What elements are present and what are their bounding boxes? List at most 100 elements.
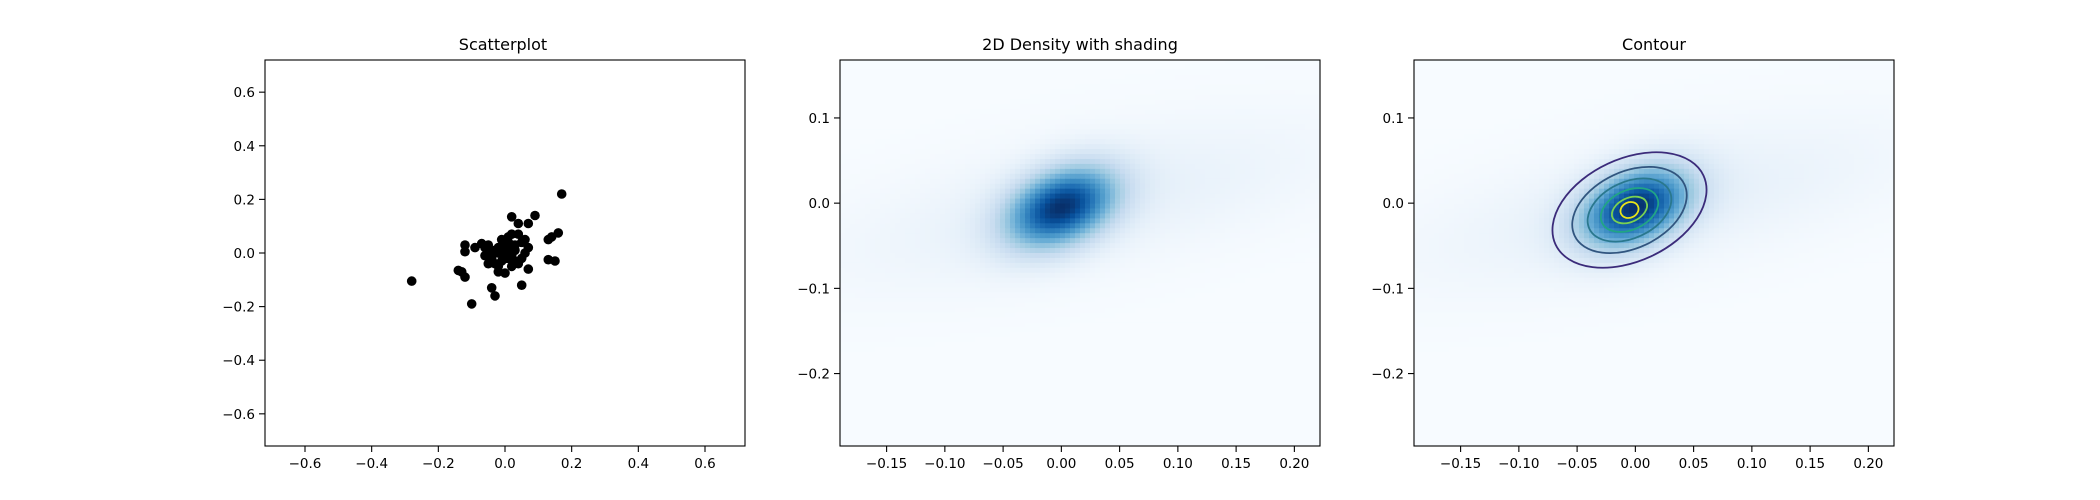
scatter-point <box>503 253 514 264</box>
density-cell <box>915 109 921 116</box>
density-cell <box>1235 158 1241 165</box>
scatter-ytick-label: −0.4 <box>222 353 255 369</box>
density-cell <box>1220 253 1226 259</box>
density-cell <box>935 223 941 229</box>
density-cell <box>1145 154 1151 160</box>
density-cell <box>1295 144 1301 150</box>
density-cell <box>1265 287 1271 294</box>
density-cell <box>855 223 861 229</box>
density-cell <box>1145 218 1151 224</box>
density-cell <box>1085 109 1091 116</box>
density-cell <box>1125 104 1131 111</box>
density-cell <box>1105 158 1111 165</box>
density-cell <box>1155 178 1161 185</box>
density-cell <box>1190 129 1196 135</box>
density-cell <box>1110 168 1116 175</box>
density-cell <box>1250 203 1256 210</box>
density-cell <box>1170 272 1176 279</box>
density-cell <box>1215 69 1221 76</box>
density-cell <box>1150 203 1156 210</box>
density-cell <box>980 277 986 284</box>
density-cell <box>900 292 906 299</box>
density-cell <box>965 74 971 81</box>
density-cell <box>890 262 896 269</box>
density-cell <box>1070 144 1076 150</box>
density-cell <box>1180 89 1186 96</box>
density-cell <box>1285 124 1291 130</box>
density-cell <box>1185 193 1191 200</box>
density-cell <box>1000 79 1006 86</box>
density-cell <box>1160 257 1166 264</box>
density-cell <box>840 178 846 185</box>
density-cell <box>1225 287 1231 294</box>
density-cell <box>1225 233 1231 239</box>
density-cell <box>1255 149 1261 155</box>
density-cell <box>1230 119 1236 125</box>
density-cell <box>850 208 856 215</box>
density-cell <box>1225 193 1231 200</box>
density-cell <box>955 104 961 111</box>
density-cell <box>1050 203 1056 210</box>
scatter-point <box>550 256 560 266</box>
density-cell <box>845 193 851 200</box>
density-cell <box>1025 64 1031 71</box>
density-cell <box>1110 302 1116 309</box>
density-cell <box>890 188 896 195</box>
density-cell <box>890 173 896 180</box>
density-cell <box>965 124 971 130</box>
density-cell <box>880 124 886 130</box>
density-cell <box>1020 198 1026 205</box>
density-cell <box>860 312 866 318</box>
density-cell <box>1210 158 1216 165</box>
scatter-xtick-label: 0.2 <box>561 456 582 472</box>
density-cell <box>1245 158 1251 165</box>
density-cell <box>1140 69 1146 76</box>
density-cell <box>945 129 951 135</box>
density-cell <box>1280 158 1286 165</box>
density-cell <box>940 188 946 195</box>
density-cell <box>1050 262 1056 269</box>
density-cell <box>965 144 971 150</box>
density-cell <box>880 84 886 91</box>
density-cell <box>1090 99 1096 106</box>
density-cell <box>860 238 866 244</box>
density-cell <box>875 129 881 135</box>
density-cell <box>965 94 971 101</box>
density-cell <box>1055 193 1061 200</box>
density-cell <box>1015 69 1021 76</box>
density-cell <box>865 178 871 185</box>
density-cell <box>880 188 886 195</box>
density-cell <box>1075 203 1081 210</box>
density-cell <box>1240 277 1246 284</box>
density-cell <box>880 183 886 190</box>
density-cell <box>1045 253 1051 259</box>
density-cell <box>1310 253 1316 259</box>
density-cell <box>1120 89 1126 96</box>
density-cell <box>1055 218 1061 224</box>
density-cell <box>1170 178 1176 185</box>
density-cell <box>910 188 916 195</box>
density-cell <box>1290 233 1296 239</box>
density-cell <box>995 208 1001 215</box>
density-cell <box>850 307 856 313</box>
scatter-point <box>513 218 524 229</box>
density-cell <box>1315 272 1320 279</box>
density-cell <box>905 74 911 81</box>
density-cell <box>970 163 976 170</box>
density-cell <box>1095 158 1101 165</box>
density-cell <box>930 223 936 229</box>
density-cell <box>1135 158 1141 165</box>
density-cell <box>1270 158 1276 165</box>
density-cell <box>985 248 991 254</box>
density-cell <box>1020 94 1026 101</box>
density-cell <box>1135 89 1141 96</box>
density-cell <box>1045 109 1051 116</box>
density-cell <box>1175 272 1181 279</box>
density-cell <box>985 119 991 125</box>
density-cell <box>870 124 876 130</box>
density-cell <box>1055 173 1061 180</box>
density-cell <box>1145 272 1151 279</box>
density-cell <box>905 238 911 244</box>
density-cell <box>1045 104 1051 111</box>
density-cell <box>1265 198 1271 205</box>
